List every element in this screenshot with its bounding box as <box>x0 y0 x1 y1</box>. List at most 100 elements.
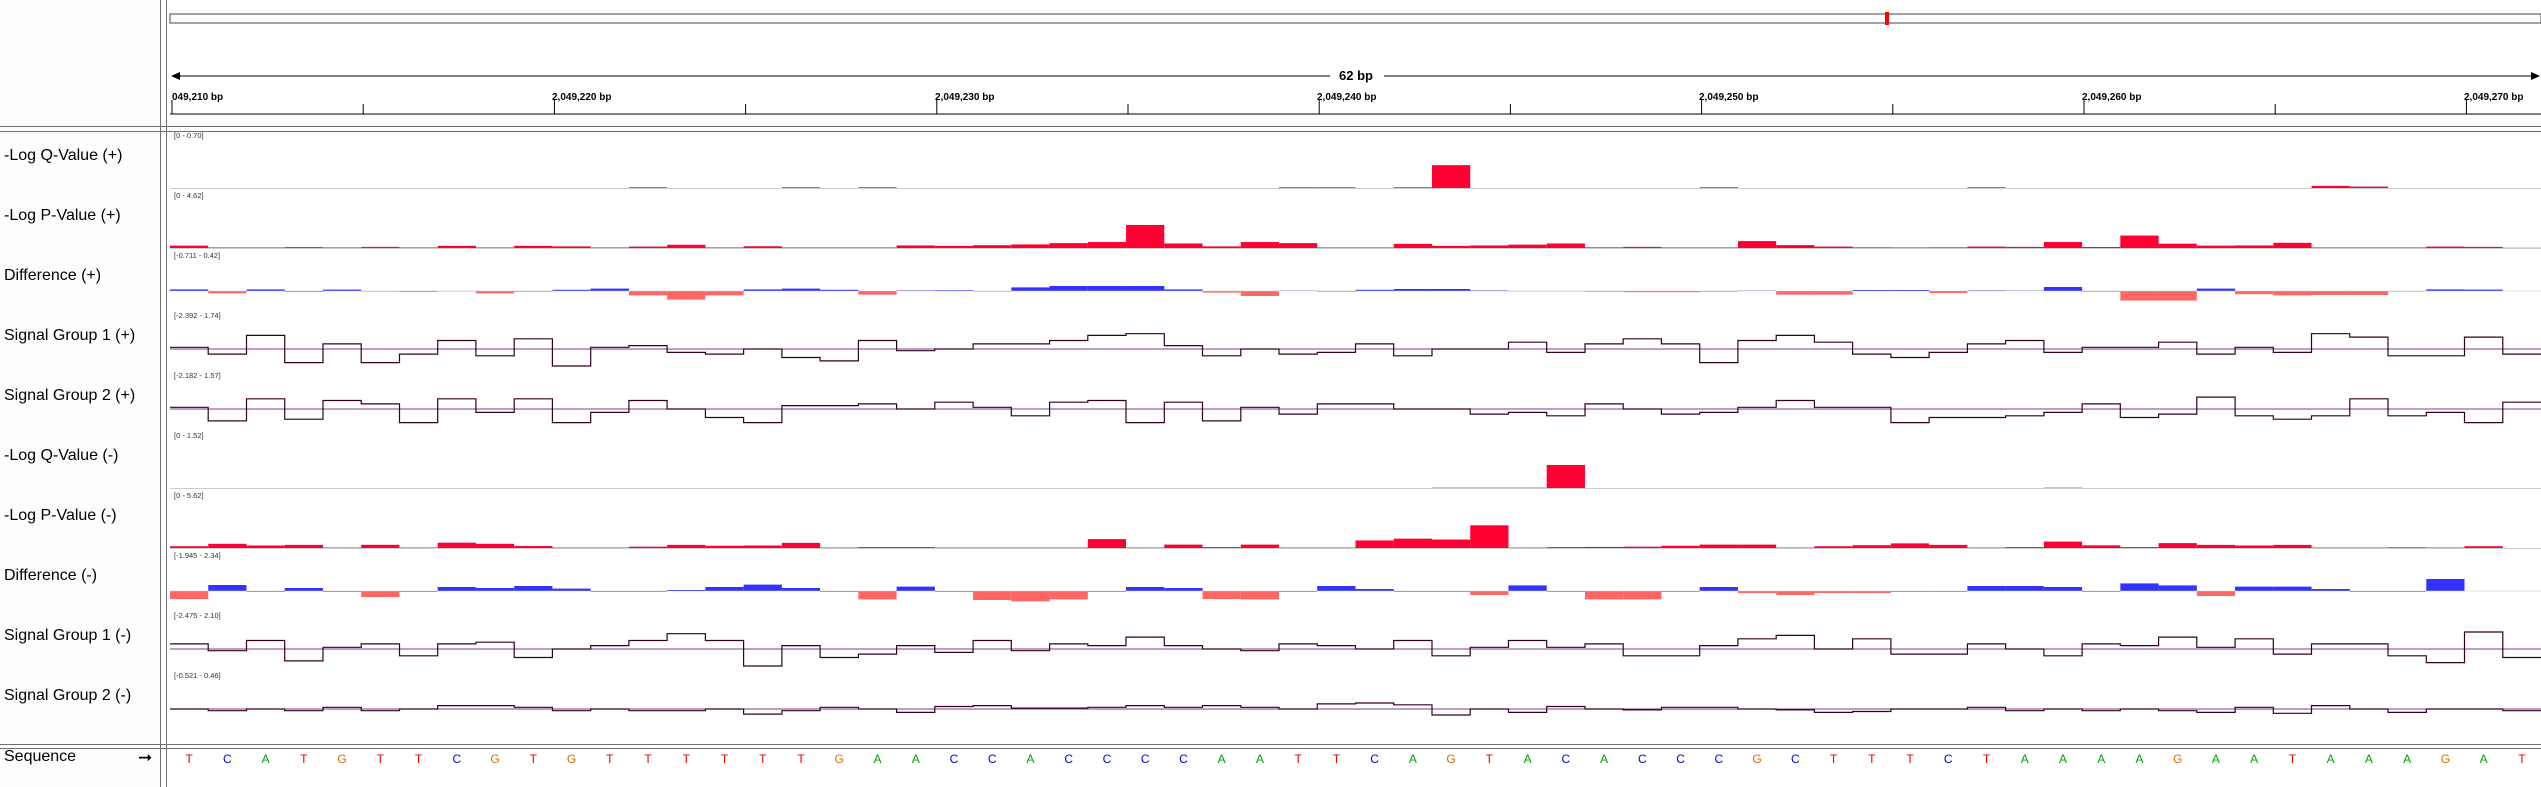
diff-bar-positive <box>2196 288 2236 291</box>
track-name[interactable]: Signal Group 2 (+) <box>4 387 136 404</box>
bar <box>820 247 859 248</box>
ruler-left-arrow-icon <box>171 72 180 80</box>
track[interactable]: [-2.392 - 1.74] <box>170 311 2541 367</box>
track-name[interactable]: Difference (+) <box>4 267 102 284</box>
chromosome-ideogram[interactable] <box>169 13 2541 24</box>
diff-bar-positive <box>2426 289 2465 291</box>
track-name[interactable]: -Log Q-Value (+) <box>4 147 123 164</box>
current-locus-marker <box>1885 12 1889 25</box>
bar <box>1011 547 1050 549</box>
track-name[interactable]: Signal Group 2 (-) <box>4 687 132 704</box>
right-arrow-icon[interactable]: ➞ <box>138 748 153 767</box>
bar <box>2005 246 2044 248</box>
track-name[interactable]: Signal Group 1 (-) <box>4 627 132 644</box>
bar <box>1890 543 1930 548</box>
bar <box>475 247 515 248</box>
sequence-base: T <box>530 752 538 766</box>
sequence-label: Sequence <box>4 748 77 765</box>
track[interactable]: [0 - 0.70] <box>170 131 2541 189</box>
sequence-base: T <box>415 752 423 766</box>
sequence-base: G <box>567 752 576 766</box>
bar <box>667 544 706 548</box>
diff-bar-negative <box>1202 291 1241 293</box>
track-name[interactable]: Difference (-) <box>4 567 98 584</box>
bar <box>1508 487 1547 489</box>
track[interactable]: [-0.521 - 0.46] <box>170 671 2541 716</box>
diff-bar-positive <box>2043 287 2083 291</box>
diff-bar-positive <box>1852 290 1891 291</box>
diff-bar-negative <box>1661 591 1700 592</box>
diff-bar-positive <box>2311 589 2350 591</box>
track[interactable]: [-1.945 - 2.34] <box>170 551 2541 602</box>
sequence-base: C <box>1370 752 1379 766</box>
bar <box>208 247 247 248</box>
diff-bar-negative <box>284 291 323 292</box>
bar <box>514 546 553 548</box>
track-name[interactable]: -Log P-Value (+) <box>4 207 121 224</box>
diff-bar-negative <box>1776 291 1815 295</box>
bar <box>1431 539 1471 548</box>
bar <box>246 247 285 248</box>
bar <box>896 547 935 548</box>
diff-bar-positive <box>743 584 782 591</box>
track-name[interactable]: -Log P-Value (-) <box>4 507 117 524</box>
diff-bar-negative <box>1814 591 1853 593</box>
diff-bar-negative <box>1852 591 1891 593</box>
diff-bar-positive <box>170 289 209 291</box>
bar <box>1431 487 1471 489</box>
diff-bar-positive <box>896 586 935 591</box>
ruler-span-label-bg <box>1330 67 1384 85</box>
diff-bar-negative <box>1699 291 1738 292</box>
bar <box>781 542 821 548</box>
track-name[interactable]: Signal Group 1 (+) <box>4 327 136 344</box>
bar <box>743 545 782 548</box>
diff-bar-positive <box>820 289 859 291</box>
diff-bar-negative <box>1737 591 1777 593</box>
diff-bar-positive <box>1890 290 1930 291</box>
sequence-base: A <box>2059 752 2067 766</box>
bar <box>858 187 897 188</box>
diff-bar-positive <box>667 590 706 591</box>
bar <box>2349 186 2389 188</box>
track-range-label: [-0.521 - 0.46] <box>174 671 221 680</box>
diff-bar-positive <box>284 588 323 591</box>
sequence-base: T <box>1906 752 1914 766</box>
sequence-base: T <box>644 752 652 766</box>
bar <box>973 245 1012 248</box>
sequence-base: C <box>1944 752 1953 766</box>
sequence-base: T <box>2289 752 2297 766</box>
bar <box>2043 242 2083 248</box>
panel-divider-right[interactable] <box>166 0 167 787</box>
bar <box>1317 547 1356 549</box>
track[interactable]: [-2.182 - 1.57] <box>170 371 2541 424</box>
panel-divider-left[interactable] <box>160 0 161 787</box>
bar <box>1737 544 1777 548</box>
sequence-base: C <box>1676 752 1685 766</box>
diff-bar-negative <box>361 591 400 597</box>
sequence-base: A <box>1026 752 1034 766</box>
track[interactable]: [-2.475 - 2.10] <box>170 611 2541 667</box>
bar <box>2043 487 2083 489</box>
bar <box>1737 241 1777 248</box>
diff-bar-positive <box>437 587 476 591</box>
track-name[interactable]: -Log Q-Value (-) <box>4 447 119 464</box>
bar <box>1240 544 1280 548</box>
bar <box>1049 243 1088 248</box>
sequence-track-label[interactable]: Sequence <box>4 748 76 766</box>
track[interactable]: [0 - 5.62] <box>170 491 2541 549</box>
bar <box>1814 546 1853 548</box>
track[interactable]: [0 - 4.62] <box>170 191 2541 249</box>
track[interactable]: [-0.711 - 0.42] <box>170 251 2541 301</box>
bar <box>1431 245 1471 248</box>
sequence-base: A <box>2480 752 2488 766</box>
sequence-base: A <box>1409 752 1417 766</box>
track[interactable]: [0 - 1.52] <box>170 431 2541 489</box>
diff-bar-positive <box>1049 286 1088 291</box>
sequence-base: C <box>988 752 997 766</box>
bar <box>743 246 782 248</box>
diff-bar-negative <box>2349 591 2389 592</box>
diff-bar-negative <box>1279 591 1318 592</box>
bar <box>2120 547 2159 548</box>
